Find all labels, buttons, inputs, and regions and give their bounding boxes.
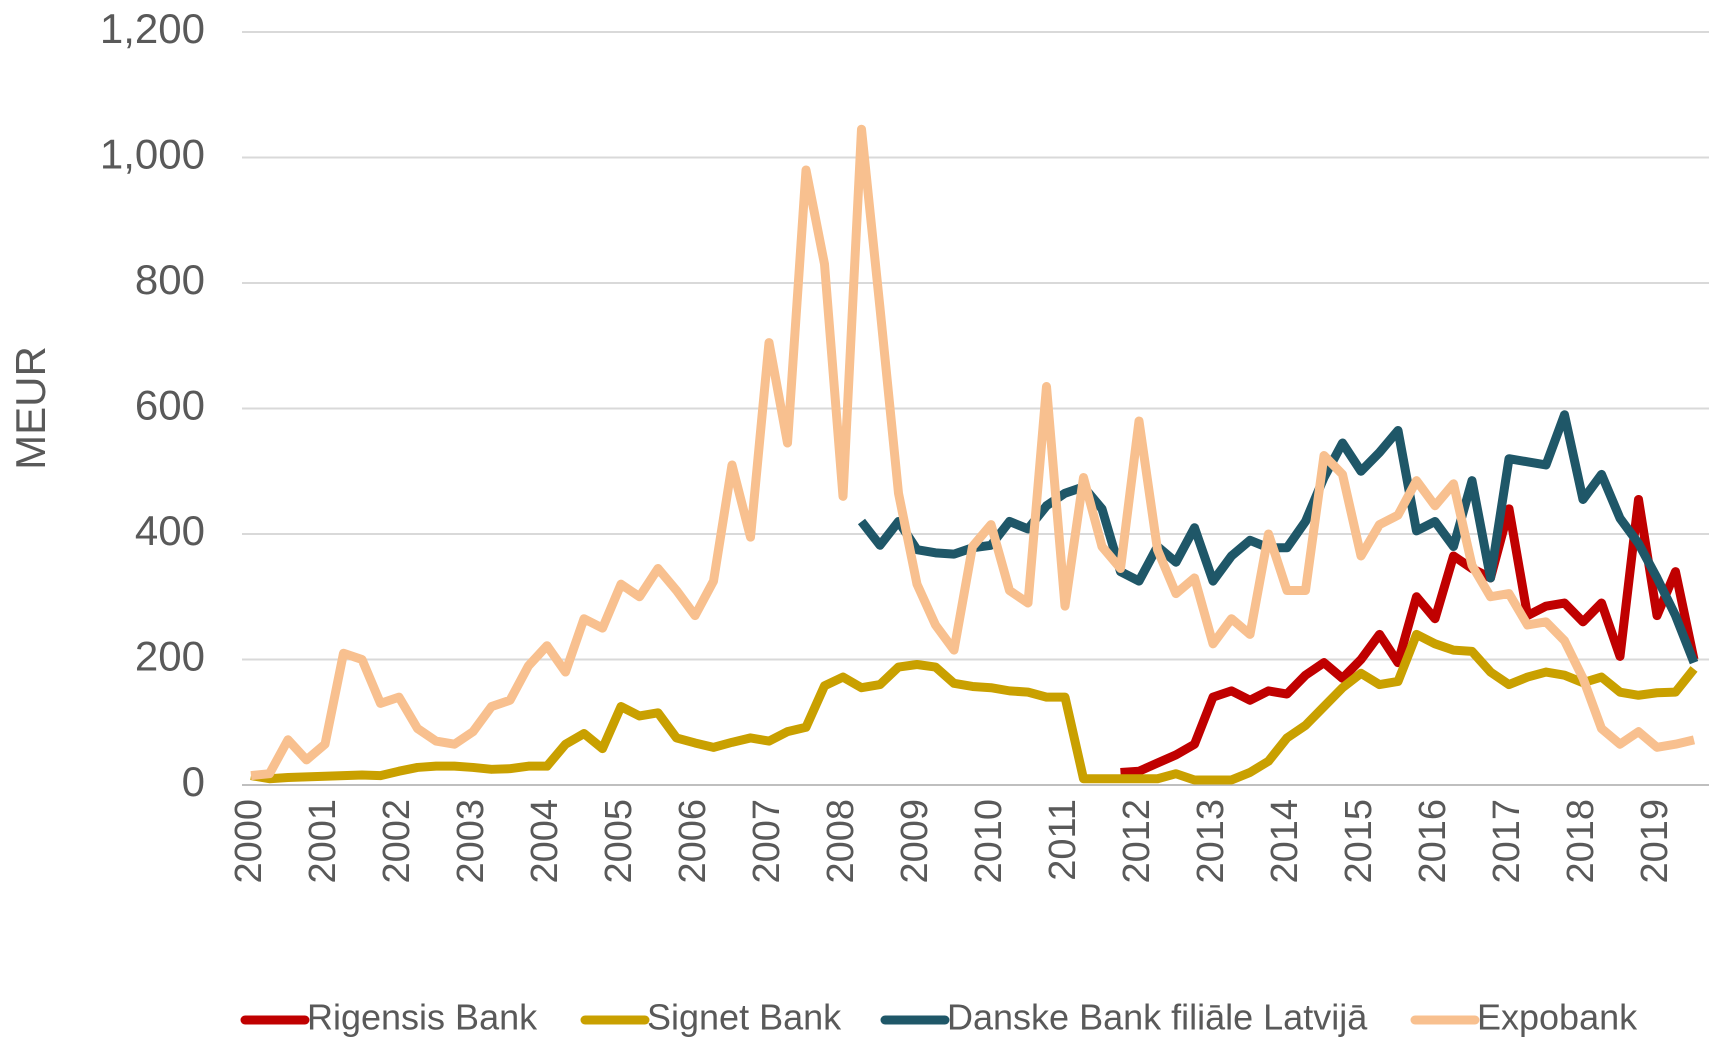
legend-label: Danske Bank filiāle Latvijā — [947, 997, 1368, 1038]
x-tick-label: 2003 — [450, 799, 492, 884]
series-line — [250, 629, 1698, 785]
x-tick-label: 2012 — [1116, 799, 1158, 884]
legend-label: Expobank — [1477, 997, 1638, 1038]
x-tick-label: 2019 — [1634, 799, 1676, 884]
x-tick-label: 2015 — [1338, 799, 1380, 884]
y-tick-label: 800 — [135, 256, 205, 303]
y-tick-label: 1,000 — [100, 131, 205, 178]
y-axis-label: MEUR — [7, 346, 54, 470]
x-tick-label: 2000 — [228, 799, 270, 884]
y-tick-label: 400 — [135, 507, 205, 554]
legend-label: Signet Bank — [647, 997, 842, 1038]
x-tick-label: 2008 — [820, 799, 862, 884]
x-tick-label: 2011 — [1042, 799, 1084, 881]
legend-label: Rigensis Bank — [307, 997, 538, 1038]
x-tick-label: 2013 — [1190, 799, 1232, 884]
series-line — [250, 124, 1696, 781]
x-tick-label: 2016 — [1412, 799, 1454, 884]
x-tick-label: 2004 — [524, 799, 566, 884]
x-tick-label: 2018 — [1560, 799, 1602, 884]
y-tick-label: 600 — [135, 382, 205, 429]
y-tick-label: 0 — [182, 758, 205, 805]
x-tick-label: 2001 — [302, 799, 344, 884]
y-tick-label: 1,200 — [100, 5, 205, 52]
x-tick-label: 2007 — [746, 799, 788, 884]
y-tick-label: 200 — [135, 633, 205, 680]
series-line — [1120, 494, 1699, 777]
x-tick-label: 2002 — [376, 799, 418, 884]
x-tick-label: 2014 — [1264, 799, 1306, 884]
x-tick-label: 2017 — [1486, 799, 1528, 884]
x-tick-label: 2009 — [894, 799, 936, 884]
x-tick-label: 2005 — [598, 799, 640, 884]
x-tick-label: 2006 — [672, 799, 714, 884]
x-tick-label: 2010 — [968, 799, 1010, 884]
series-line — [857, 410, 1699, 665]
